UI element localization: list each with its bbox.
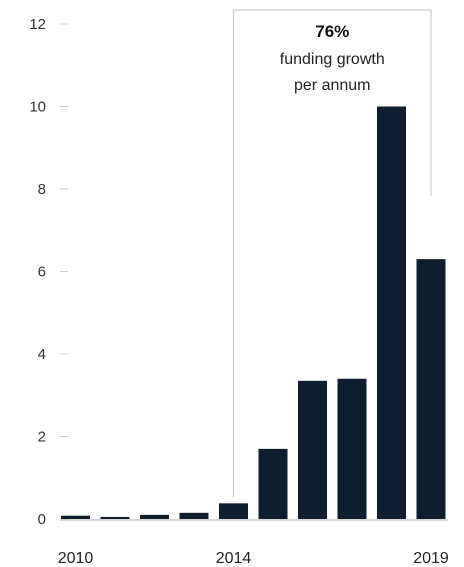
annotation-line-2: per annum	[294, 77, 371, 94]
bars	[61, 106, 446, 519]
y-tick-label: 6	[38, 264, 46, 281]
bar-2013	[179, 512, 209, 519]
y-tick-label: 12	[29, 16, 46, 33]
bar-2012	[140, 514, 169, 519]
bar-2014	[219, 503, 248, 519]
x-tick-label-2019: 2019	[413, 550, 449, 567]
x-axis: 2010 2014 2019	[58, 550, 449, 567]
annotation-value: 76%	[315, 22, 349, 41]
bar-2019	[416, 259, 446, 519]
y-tick-label: 2	[38, 429, 46, 446]
bar-2011	[100, 516, 130, 519]
x-tick-label-2010: 2010	[58, 550, 94, 567]
bar-2016	[298, 380, 327, 519]
x-tick-label-2014: 2014	[216, 550, 252, 567]
bar-2010	[61, 515, 90, 519]
bar-2015	[258, 448, 288, 519]
y-tick-label: 10	[29, 99, 46, 116]
bar-2017	[337, 378, 367, 519]
y-axis: 0 2 4 6 8 10 12	[29, 16, 68, 528]
annotation-line-1: funding growth	[280, 51, 385, 68]
annotation-bracket	[232, 9, 432, 498]
y-tick-label: 8	[38, 181, 46, 198]
annotation-bracket-line	[232, 9, 432, 498]
bar-2018	[377, 106, 406, 519]
y-tick-label: 4	[38, 346, 46, 363]
y-tick-label: 0	[38, 511, 46, 528]
